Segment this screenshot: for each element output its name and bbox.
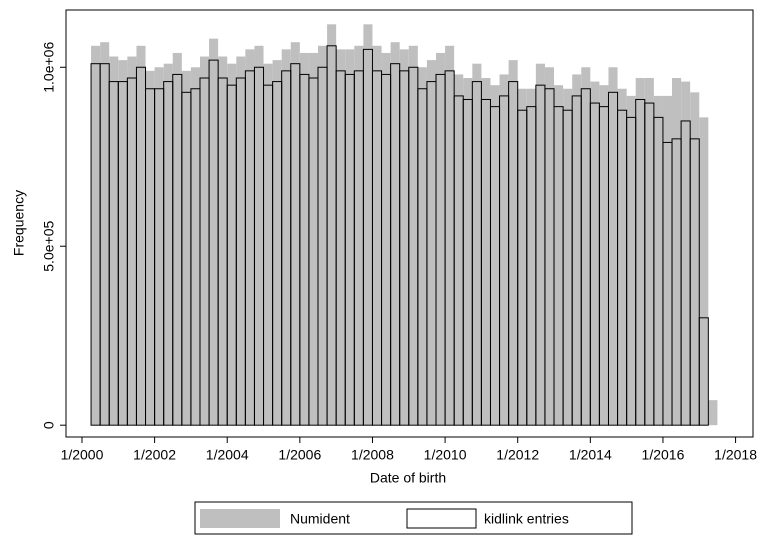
y-axis-label: Frequency xyxy=(11,190,27,256)
x-tick-label: 1/2006 xyxy=(278,447,321,463)
bar xyxy=(399,49,409,426)
bar xyxy=(408,45,418,426)
bar xyxy=(672,78,682,426)
bar xyxy=(218,56,228,426)
bar xyxy=(145,70,155,426)
bar xyxy=(254,45,264,426)
bar xyxy=(508,60,518,426)
bar xyxy=(690,92,700,426)
bar xyxy=(599,85,609,426)
bar xyxy=(436,52,446,426)
bar xyxy=(699,117,709,426)
bar xyxy=(454,74,464,426)
bar xyxy=(336,49,346,426)
bar xyxy=(209,38,219,426)
bar xyxy=(299,52,309,426)
bar xyxy=(290,42,300,426)
bar xyxy=(626,95,636,426)
bar xyxy=(517,88,527,426)
bar xyxy=(472,63,482,426)
bar xyxy=(127,56,137,426)
bar xyxy=(390,42,400,426)
bar xyxy=(617,88,627,426)
x-tick-label: 1/2010 xyxy=(424,447,467,463)
bar xyxy=(590,81,600,426)
bar xyxy=(236,56,246,426)
bar xyxy=(363,24,373,426)
legend-swatch xyxy=(406,508,477,529)
bar xyxy=(272,60,282,426)
plot-frame xyxy=(65,9,754,438)
bar xyxy=(91,45,101,426)
bar xyxy=(544,67,555,426)
bar xyxy=(154,67,164,426)
bar xyxy=(345,49,355,426)
x-tick-label: 1/2018 xyxy=(714,447,757,463)
bar xyxy=(381,52,391,426)
bar xyxy=(563,88,573,426)
bar xyxy=(490,85,500,426)
bar xyxy=(109,56,119,426)
bar xyxy=(281,49,291,426)
bar xyxy=(417,67,427,426)
legend-label: Numident xyxy=(290,511,350,527)
bar xyxy=(535,63,545,426)
bar xyxy=(463,78,473,426)
bar xyxy=(136,45,146,426)
y-tick-label: 1.0e+06 xyxy=(41,42,57,93)
bar xyxy=(526,88,536,426)
bar xyxy=(572,74,582,426)
bar xyxy=(327,24,337,426)
bar xyxy=(181,70,191,426)
x-tick-label: 1/2016 xyxy=(642,447,685,463)
bar xyxy=(608,67,618,426)
y-tick-label: 5.0e+05 xyxy=(41,221,57,272)
bar xyxy=(635,78,645,426)
x-tick-label: 1/2004 xyxy=(206,447,249,463)
x-tick-label: 1/2008 xyxy=(351,447,394,463)
bar xyxy=(245,49,255,426)
bar xyxy=(317,45,328,426)
bar xyxy=(263,63,273,426)
bar xyxy=(581,67,591,426)
bar xyxy=(481,78,491,426)
bar xyxy=(426,60,437,426)
x-tick-label: 1/2014 xyxy=(569,447,612,463)
bar xyxy=(662,95,673,426)
bar xyxy=(100,42,110,426)
bar xyxy=(644,78,654,426)
bar xyxy=(118,60,128,426)
x-tick-label: 1/2000 xyxy=(61,447,104,463)
x-tick-label: 1/2012 xyxy=(496,447,539,463)
bar xyxy=(554,85,564,426)
legend-label: kidlink entries xyxy=(484,511,569,527)
bar xyxy=(499,74,509,426)
x-tick-label: 1/2002 xyxy=(133,447,176,463)
bar xyxy=(445,45,455,426)
bar xyxy=(172,52,182,426)
bar xyxy=(190,67,200,426)
bar xyxy=(372,45,382,426)
legend-box xyxy=(194,501,633,535)
legend-swatch xyxy=(200,509,280,528)
bar xyxy=(708,400,718,426)
bar xyxy=(354,45,364,426)
bar xyxy=(689,138,700,426)
y-tick-label: 0 xyxy=(41,421,57,429)
bar xyxy=(681,81,691,426)
bar xyxy=(199,56,210,426)
bar xyxy=(227,63,237,426)
bar xyxy=(698,317,709,426)
x-axis-label: Date of birth xyxy=(370,470,446,486)
bar xyxy=(163,63,173,426)
bar xyxy=(308,52,318,426)
bar xyxy=(653,95,663,426)
